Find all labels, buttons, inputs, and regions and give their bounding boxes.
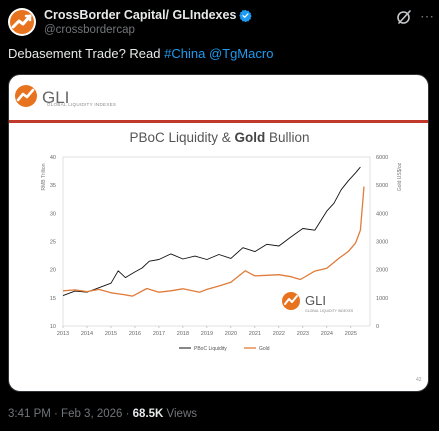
- y-right-tick-label: 3000: [376, 240, 388, 246]
- chart-plot: 1015202530354001000200030004000500060002…: [41, 155, 403, 352]
- tweet-text-prefix: Debasement Trade? Read: [8, 46, 165, 61]
- more-options-icon[interactable]: ⋯: [420, 8, 435, 24]
- gli-logo-text: GLI: [42, 88, 69, 107]
- tweet-timestamp[interactable]: 3:41 PM · Feb 3, 2026 ·: [8, 408, 133, 420]
- plot-frame: [62, 156, 371, 327]
- x-tick-label: 2014: [81, 331, 93, 337]
- y-left-tick-label: 40: [50, 155, 56, 161]
- gli-watermark-subtitle: GLOBAL LIQUIDITY INDEXES: [305, 309, 354, 313]
- account-name[interactable]: CrossBorder Capital/ GLIndexes: [44, 8, 237, 22]
- y-left-tick-label: 35: [50, 183, 56, 189]
- x-tick-label: 2025: [345, 331, 357, 337]
- x-tick-label: 2022: [273, 331, 285, 337]
- x-tick-label: 2017: [153, 331, 165, 337]
- series-line-gold: [62, 186, 365, 297]
- chart-title: PBoC Liquidity & Gold Bullion: [129, 130, 310, 145]
- verified-badge-icon: [239, 9, 253, 22]
- legend-label-pboc: PBoC Liquidity: [194, 346, 227, 352]
- gli-watermark-text: GLI: [305, 293, 326, 308]
- account-handle[interactable]: @crossbordercap: [44, 24, 135, 36]
- tweet-metadata: 3:41 PM · Feb 3, 2026 · 68.5K Views: [8, 408, 197, 420]
- x-tick-label: 2021: [249, 331, 261, 337]
- y-left-tick-label: 15: [50, 296, 56, 302]
- y-right-tick-label: 1000: [376, 296, 388, 302]
- gli-logo-subtitle: GLOBAL LIQUIDITY INDEXES: [47, 102, 117, 107]
- y-left-tick-label: 10: [50, 324, 56, 330]
- y-right-tick-label: 5000: [376, 183, 388, 189]
- y-right-tick-label: 0: [376, 324, 379, 330]
- x-tick-label: 2016: [129, 331, 141, 337]
- y-right-axis-label: Gold US$/oz: [397, 162, 403, 191]
- y-left-tick-label: 25: [50, 240, 56, 246]
- y-left-axis-label: RMB Trillion: [41, 163, 47, 190]
- y-left-tick-label: 30: [50, 211, 56, 217]
- legend-label-gold: Gold: [259, 346, 270, 352]
- header-divider: [9, 120, 428, 123]
- avatar[interactable]: [8, 8, 36, 36]
- gli-logo-icon: [10, 10, 34, 34]
- views-count: 68.5K: [132, 408, 164, 420]
- y-right-tick-label: 4000: [376, 211, 388, 217]
- x-tick-label: 2018: [177, 331, 189, 337]
- media-card[interactable]: GLI GLOBAL LIQUIDITY INDEXES PBoC Liquid…: [8, 74, 429, 392]
- x-tick-label: 2019: [201, 331, 213, 337]
- hashtag-china[interactable]: #China: [164, 46, 206, 61]
- y-right-tick-label: 6000: [376, 155, 388, 161]
- grok-icon[interactable]: [396, 9, 412, 25]
- x-tick-label: 2020: [225, 331, 237, 337]
- mention-tgmacro[interactable]: @TgMacro: [208, 46, 274, 61]
- page-number: 42: [416, 377, 422, 383]
- y-left-tick-label: 20: [50, 268, 56, 274]
- gli-header-logo: GLI: [13, 81, 123, 116]
- y-right-tick-label: 2000: [376, 268, 388, 274]
- account-name-row[interactable]: CrossBorder Capital/ GLIndexes: [44, 8, 253, 22]
- gli-watermark-arrow: [284, 295, 298, 305]
- series-line-pboc-liquidity: [62, 166, 361, 297]
- x-tick-label: 2013: [57, 331, 69, 337]
- x-tick-label: 2023: [297, 331, 309, 337]
- views-label: Views: [163, 408, 198, 420]
- x-tick-label: 2024: [321, 331, 333, 337]
- tweet-text: Debasement Trade? Read #China @TgMacro: [8, 46, 273, 61]
- x-tick-label: 2015: [105, 331, 117, 337]
